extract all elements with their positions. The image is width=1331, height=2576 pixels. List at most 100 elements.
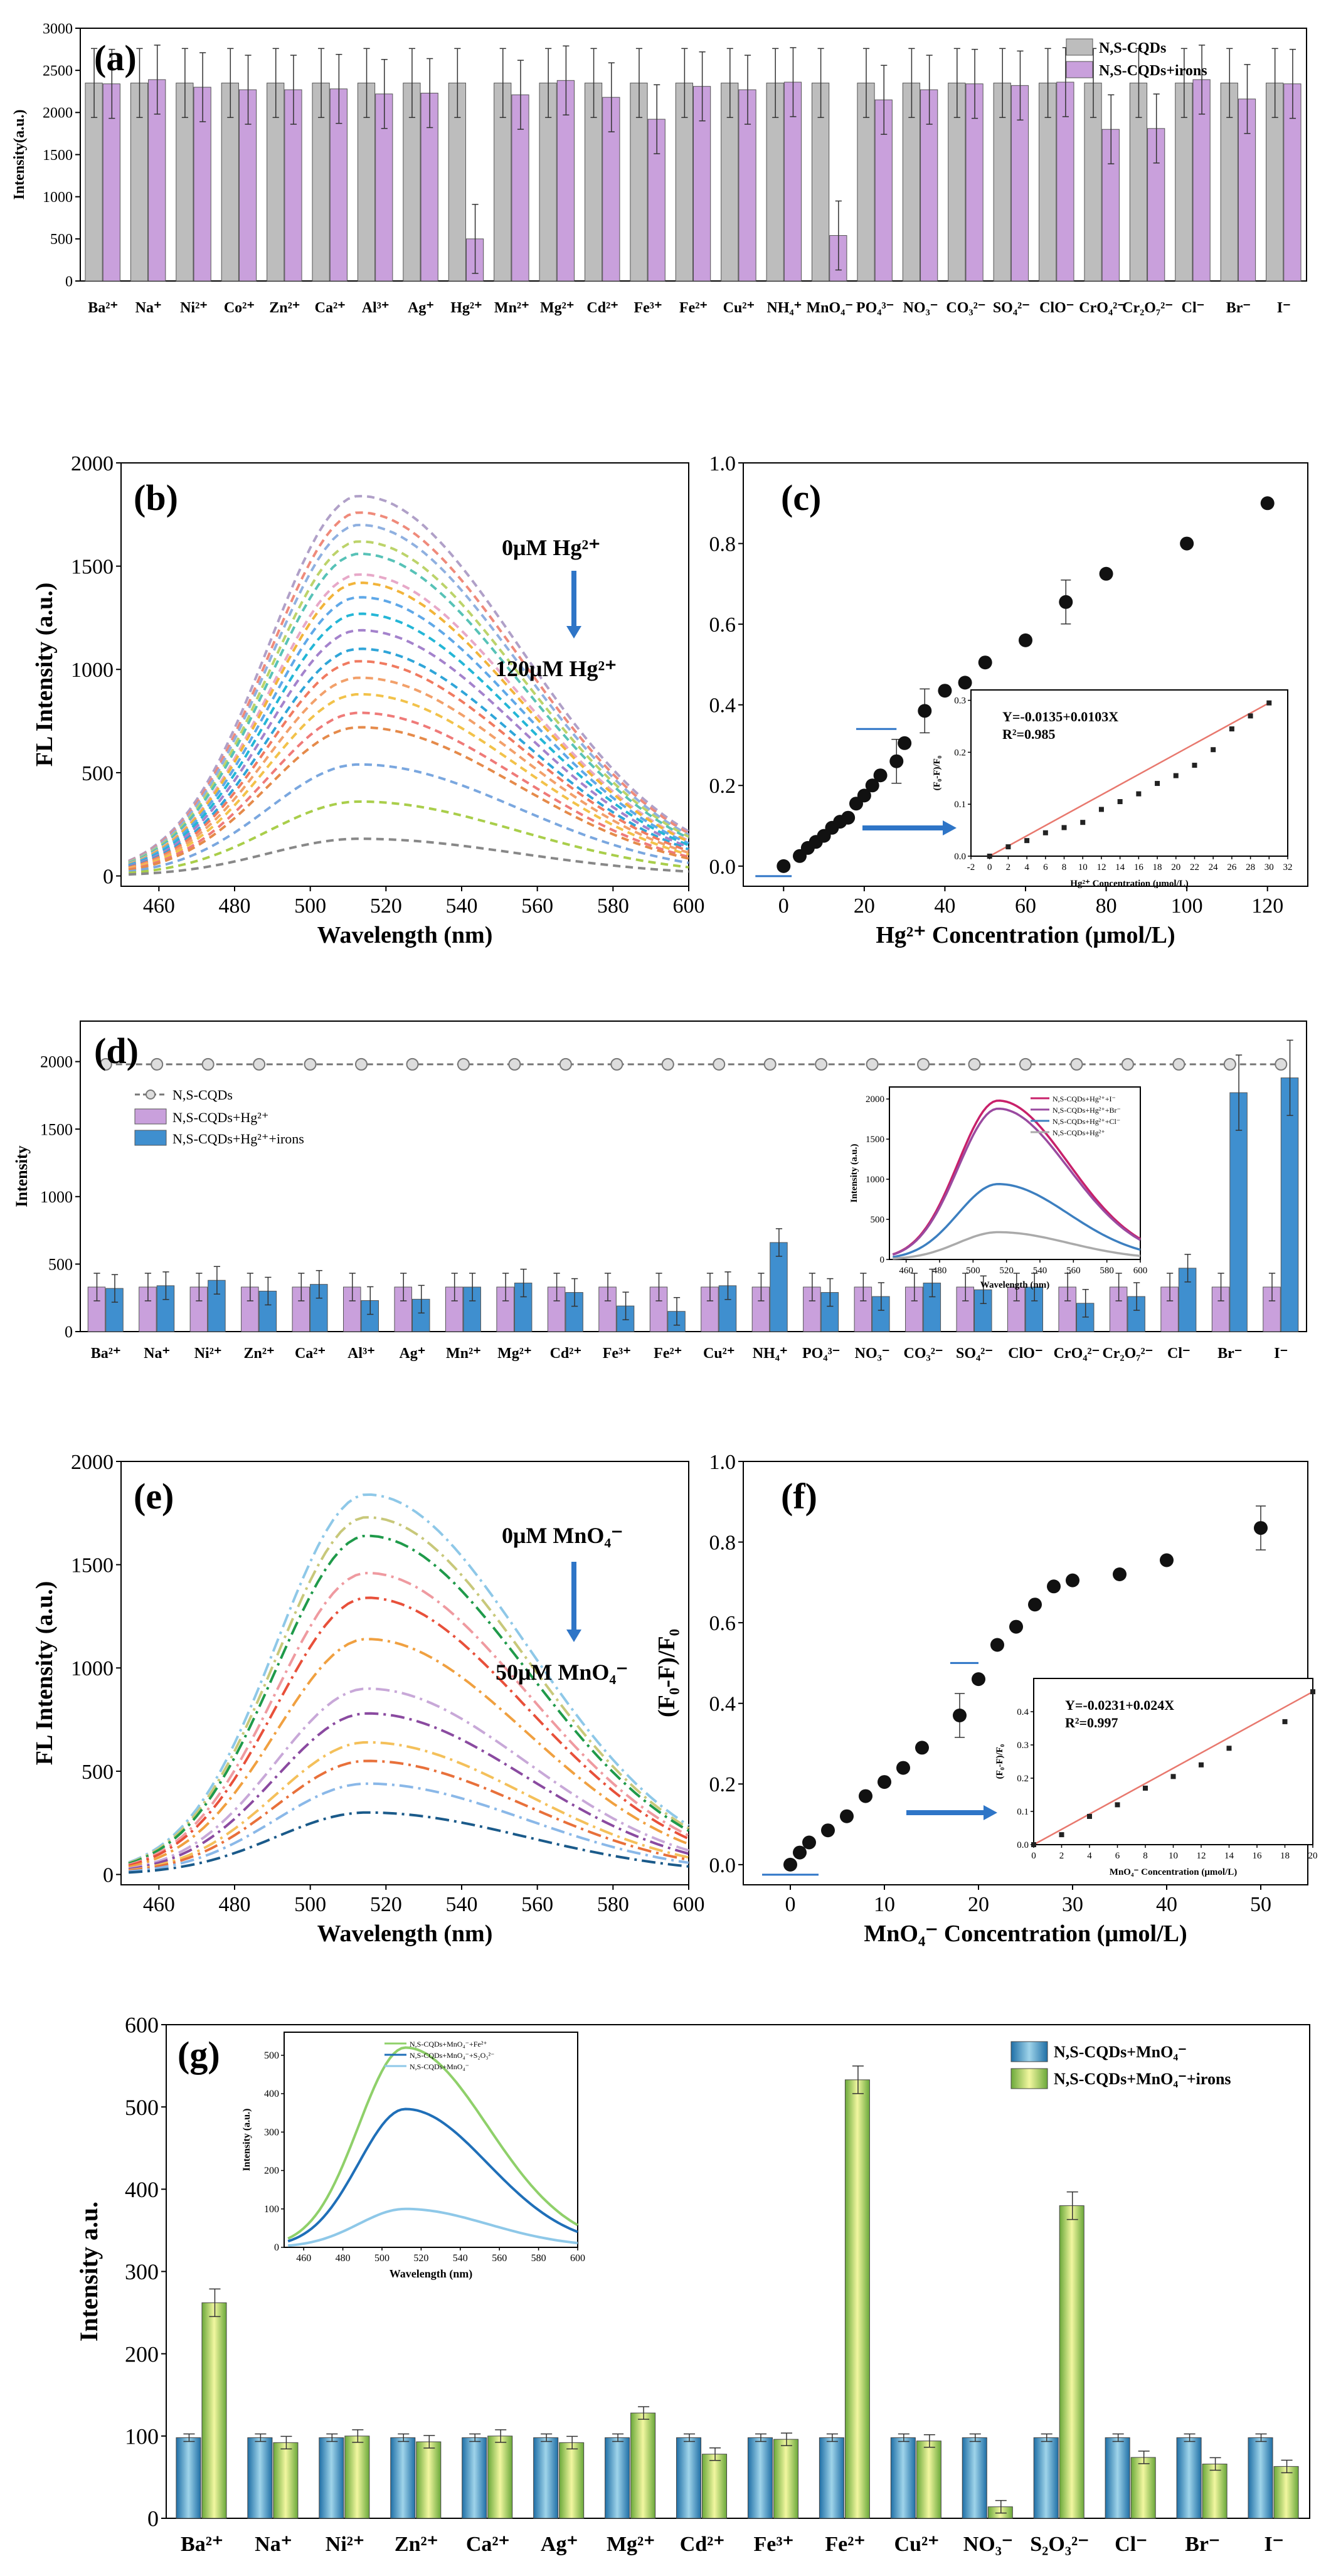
y-axis-label: Intensity(a.u.) [11, 109, 28, 199]
bar [1273, 2466, 1299, 2519]
bar [1033, 2437, 1059, 2519]
inset-x-tick-label: 8 [1143, 1851, 1148, 1861]
series-marker [968, 1057, 981, 1071]
legend-label: N,S-CQDs+MnO₄⁻+irons [1054, 2070, 1231, 2088]
data-point [889, 754, 904, 768]
category-label: Ca²⁺ [315, 300, 346, 316]
category-label: I⁻ [1274, 1345, 1288, 1362]
category-label: S₂O₃²⁻ [1030, 2533, 1089, 2556]
inset-y-axis-label: Intensity (a.u.) [241, 2108, 252, 2171]
y-tick-label: 100 [125, 2424, 159, 2449]
inset-x-tick-label: 12 [1197, 1851, 1206, 1861]
legend-label: N,S-CQDs+Hg²⁺+irons [172, 1131, 304, 1147]
y-tick-label: 0 [103, 865, 114, 888]
category-label: NO₃⁻ [903, 300, 938, 316]
inset-curve [287, 2107, 578, 2243]
x-axis-label: Wavelength (nm) [317, 922, 493, 948]
inset-x-tick-label: 10 [1078, 862, 1088, 872]
bar [344, 2436, 370, 2519]
inset-point [1098, 807, 1104, 812]
inset-x-tick-label: 580 [1100, 1266, 1114, 1276]
category-label: Ba²⁺ [88, 300, 118, 316]
bar [630, 2412, 656, 2519]
x-tick-label: 560 [521, 1893, 553, 1916]
category-label: Fe³⁺ [603, 1345, 631, 1362]
x-tick-label: 0 [778, 894, 789, 918]
x-tick-label: 500 [294, 894, 326, 918]
inset-point [1115, 1802, 1120, 1808]
panel-e: 0 500 1000 1500 2000 460 480 500 520 540 560 580 600… [31, 1451, 705, 1947]
data-point [990, 1638, 1004, 1652]
inset-point [1031, 1842, 1036, 1847]
inset-y-axis-label: (F₀-F)/F₀ [932, 755, 942, 790]
inset-y-tick-label: 0 [274, 2242, 279, 2253]
y-tick-label: 0.2 [709, 775, 736, 798]
inset-x-tick-label: 480 [933, 1266, 947, 1276]
inset-x-tick-label: 520 [999, 1266, 1014, 1276]
inset-legend-label: N,S-CQDs+Hg²⁺+I⁻ [1053, 1095, 1116, 1103]
inset-x-tick-label: 0 [987, 862, 992, 872]
inset-x-tick-label: 32 [1283, 862, 1293, 872]
y-tick-label: 0.2 [709, 1773, 736, 1796]
data-point [1059, 595, 1073, 609]
arrow-head [984, 1805, 997, 1820]
data-point [1019, 633, 1032, 647]
arrow-head [566, 1630, 581, 1642]
data-point [1180, 536, 1194, 551]
category-label: Cu²⁺ [723, 300, 755, 316]
bar [462, 2437, 487, 2519]
data-point [918, 704, 932, 718]
bar [962, 2437, 987, 2519]
inset-x-tick-label: 2 [1006, 862, 1011, 872]
bar [539, 82, 557, 282]
inset-x-tick-label: 460 [296, 2253, 311, 2264]
series-marker [457, 1057, 470, 1071]
inset-y-axis-label: Intensity (a.u.) [849, 1144, 859, 1203]
inset-frame [970, 689, 1288, 857]
inset-x-tick-label: 26 [1227, 862, 1237, 872]
annotation-label: 0μM MnO₄⁻ [502, 1523, 623, 1548]
spectrum-curve [128, 676, 689, 869]
y-tick-label: 1500 [40, 1120, 73, 1138]
category-label: Zn²⁺ [243, 1345, 274, 1362]
x-tick-label: 540 [446, 1893, 478, 1916]
x-axis-label: MnO₄⁻ Concentration (μmol/L) [864, 1921, 1187, 1947]
bar [890, 2437, 916, 2519]
category-label: Cd²⁺ [550, 1345, 582, 1362]
inset-x-tick-label: 500 [374, 2253, 390, 2264]
legend-label: N,S-CQDs [1099, 40, 1166, 56]
inset-legend-label: N,S-CQDs+MnO₄⁻ [410, 2062, 469, 2071]
inset-y-tick-label: 500 [871, 1215, 885, 1225]
data-point [865, 778, 879, 793]
data-point [1047, 1579, 1061, 1594]
y-tick-label: 2000 [40, 1053, 73, 1071]
legend-swatch [134, 1130, 167, 1146]
series-marker [1019, 1057, 1032, 1071]
legend-swatch [1010, 2041, 1048, 2062]
series-marker [1223, 1057, 1236, 1071]
category-label: Zn²⁺ [395, 2533, 438, 2556]
data-point [938, 684, 952, 698]
inset-point [1005, 844, 1011, 850]
bar [416, 2441, 442, 2519]
bar [319, 2437, 344, 2519]
y-tick-label: 0.8 [709, 1531, 736, 1554]
inset-x-axis-label: Wavelength (nm) [980, 1280, 1049, 1290]
x-tick-label: 30 [1062, 1893, 1083, 1916]
inset-point [1061, 825, 1067, 830]
annotation-label: 50μM MnO₄⁻ [496, 1660, 628, 1685]
bar [773, 2439, 798, 2519]
panel-label: (c) [781, 477, 821, 518]
spectrum-curve [128, 1712, 689, 1871]
category-label: Mn²⁺ [494, 300, 529, 316]
inset-point [1248, 713, 1253, 719]
inset-x-tick-label: 14 [1224, 1851, 1234, 1861]
category-label: Co²⁺ [224, 300, 255, 316]
category-label: Zn²⁺ [269, 300, 300, 316]
x-tick-label: 50 [1250, 1893, 1271, 1916]
spectrum-curve [128, 800, 689, 874]
category-label: Ni²⁺ [194, 1345, 222, 1362]
category-label: Ni²⁺ [180, 300, 208, 316]
